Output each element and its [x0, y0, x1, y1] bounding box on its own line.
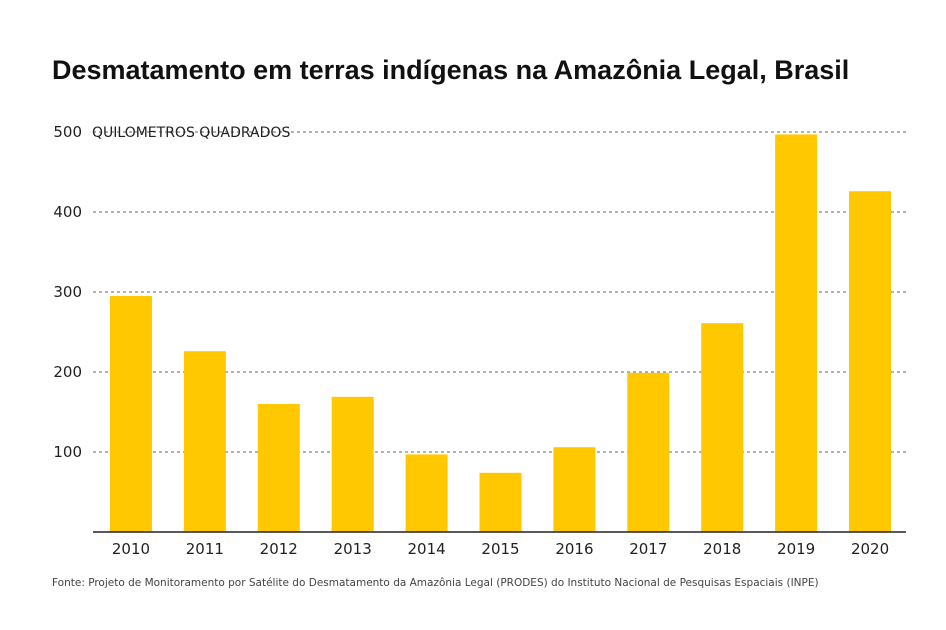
bar-2019 — [775, 134, 818, 532]
bar-2014 — [405, 454, 448, 532]
bar-2015 — [479, 472, 522, 532]
y-tick-label: 500 — [53, 123, 82, 141]
x-tick-label: 2019 — [777, 540, 815, 558]
chart-title: Desmatamento em terras indígenas na Amaz… — [52, 55, 849, 85]
bar-2016 — [553, 447, 596, 532]
y-tick-labels: 100 200 300 400 500 — [53, 123, 82, 461]
bar-2012 — [257, 404, 300, 532]
bars — [109, 134, 892, 532]
y-tick-label: 300 — [53, 283, 82, 301]
bar-2018 — [701, 323, 744, 532]
x-tick-label: 2017 — [629, 540, 667, 558]
x-tick-label: 2010 — [112, 540, 150, 558]
x-tick-label: 2016 — [555, 540, 593, 558]
y-tick-label: 100 — [53, 443, 82, 461]
x-tick-label: 2013 — [334, 540, 372, 558]
y-tick-label: 200 — [53, 363, 82, 381]
x-tick-label: 2015 — [481, 540, 519, 558]
x-tick-labels: 2010 2011 2012 2013 2014 2015 2016 2017 2018 2019… — [112, 540, 889, 558]
x-tick-label: 2018 — [703, 540, 741, 558]
bar-2011 — [183, 351, 226, 532]
bar-2020 — [849, 191, 892, 532]
bar-2010 — [109, 296, 152, 532]
x-tick-label: 2014 — [407, 540, 445, 558]
x-tick-label: 2012 — [260, 540, 298, 558]
y-axis-label: QUILOMETROS QUADRADOS — [92, 125, 290, 141]
x-tick-label: 2011 — [186, 540, 224, 558]
x-tick-label: 2020 — [851, 540, 889, 558]
bar-2017 — [627, 372, 670, 532]
source-note: Fonte: Projeto de Monitoramento por Saté… — [52, 577, 819, 589]
bar-2013 — [331, 396, 374, 532]
y-tick-label: 400 — [53, 203, 82, 221]
